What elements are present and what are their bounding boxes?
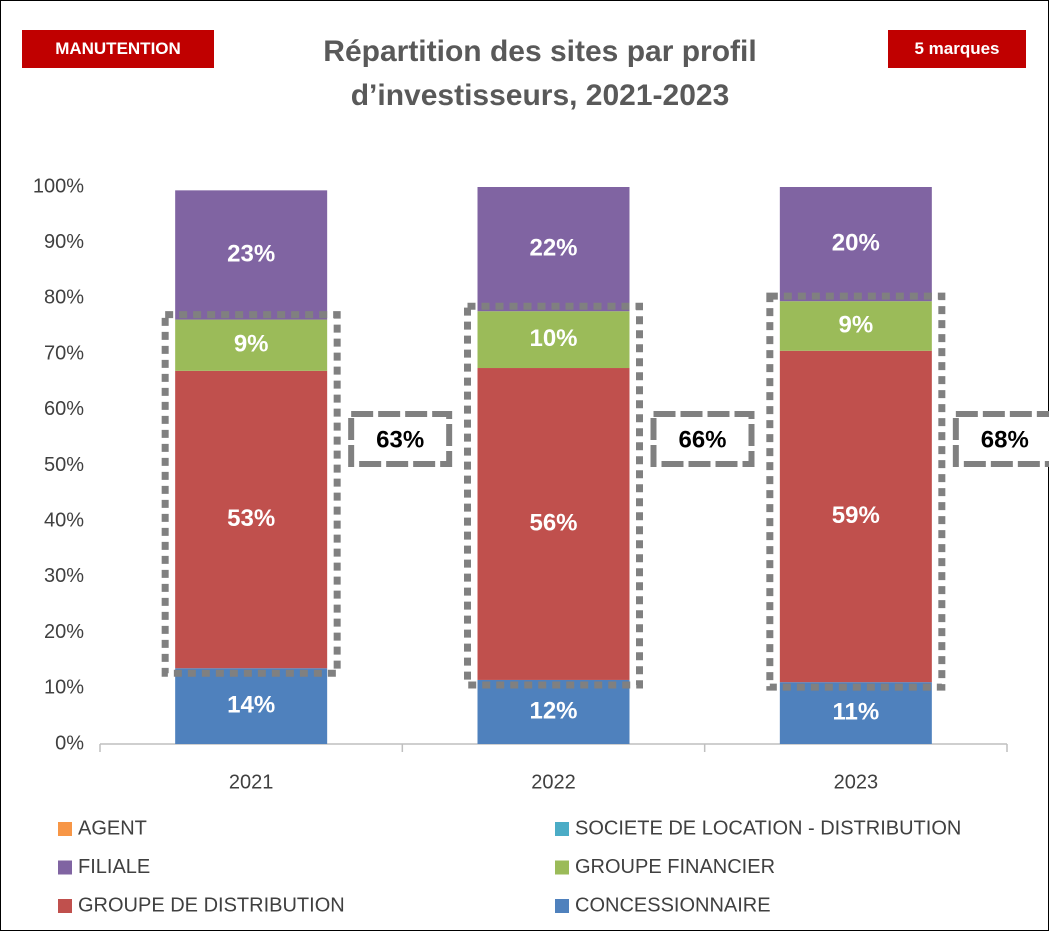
data-label: 59% bbox=[832, 502, 880, 529]
bar-segment bbox=[477, 368, 630, 680]
bar-segment bbox=[477, 187, 630, 312]
legend-label: CONCESSIONNAIRE bbox=[575, 894, 771, 916]
data-label: 22% bbox=[529, 234, 577, 261]
y-tick-label: 0% bbox=[55, 732, 84, 754]
y-tick-label: 80% bbox=[44, 287, 84, 309]
legend-label: AGENT bbox=[78, 817, 147, 839]
data-label: 20% bbox=[832, 229, 880, 256]
y-tick-label: 50% bbox=[44, 454, 84, 476]
highlight-frame bbox=[766, 292, 946, 691]
bar-segment bbox=[477, 679, 630, 744]
badge: 5 marques bbox=[888, 30, 1026, 68]
x-tick-label: 2023 bbox=[834, 771, 879, 793]
data-label: 23% bbox=[227, 240, 275, 267]
bar-segment bbox=[779, 187, 932, 302]
data-label: 53% bbox=[227, 505, 275, 532]
y-tick-label: 40% bbox=[44, 509, 84, 531]
y-tick-label: 30% bbox=[44, 565, 84, 587]
y-tick-label: 20% bbox=[44, 621, 84, 643]
x-tick-label: 2022 bbox=[531, 771, 576, 793]
bar-segment bbox=[779, 350, 932, 683]
y-tick-label: 70% bbox=[44, 342, 84, 364]
chart-title: Répartition des sites par profil d’inves… bbox=[323, 35, 757, 112]
legend-swatch bbox=[58, 860, 72, 875]
bar-segment bbox=[477, 311, 630, 369]
annotation-box bbox=[348, 411, 453, 467]
annotation: 68% bbox=[981, 426, 1029, 453]
bar-segment bbox=[175, 668, 328, 744]
legend-label: GROUPE DE DISTRIBUTION bbox=[78, 894, 345, 916]
data-label: 9% bbox=[838, 311, 873, 338]
data-label: 12% bbox=[529, 697, 577, 724]
bar-segment bbox=[175, 319, 328, 371]
annotation-box bbox=[952, 411, 1049, 467]
annotation: 63% bbox=[376, 426, 424, 453]
y-tick-label: 100% bbox=[33, 175, 84, 197]
data-label: 10% bbox=[529, 325, 577, 352]
bar-segment bbox=[175, 190, 328, 320]
y-tick-label: 10% bbox=[44, 677, 84, 699]
legend-swatch bbox=[555, 899, 569, 913]
annotation-box bbox=[650, 411, 755, 467]
legend-swatch bbox=[555, 860, 569, 875]
data-label: 56% bbox=[529, 509, 577, 536]
y-tick-label: 90% bbox=[44, 231, 84, 253]
legend-swatch bbox=[555, 822, 569, 836]
highlight-frame bbox=[464, 302, 643, 689]
data-label: 14% bbox=[227, 691, 275, 718]
bar-segment bbox=[175, 370, 328, 669]
x-tick-label: 2021 bbox=[229, 771, 274, 793]
bar-segment bbox=[779, 682, 932, 744]
badge: MANUTENTION bbox=[22, 30, 214, 68]
data-label: 9% bbox=[234, 331, 269, 358]
bar-segment bbox=[779, 301, 932, 351]
legend-swatch bbox=[58, 899, 72, 913]
legend-swatch bbox=[58, 822, 72, 836]
data-label: 11% bbox=[832, 698, 879, 725]
legend-label: GROUPE FINANCIER bbox=[575, 856, 775, 878]
highlight-frame bbox=[161, 311, 341, 677]
y-tick-label: 60% bbox=[44, 398, 84, 420]
legend-label: SOCIETE DE LOCATION - DISTRIBUTION bbox=[575, 817, 961, 839]
annotation: 66% bbox=[678, 426, 726, 453]
legend-label: FILIALE bbox=[78, 856, 150, 878]
